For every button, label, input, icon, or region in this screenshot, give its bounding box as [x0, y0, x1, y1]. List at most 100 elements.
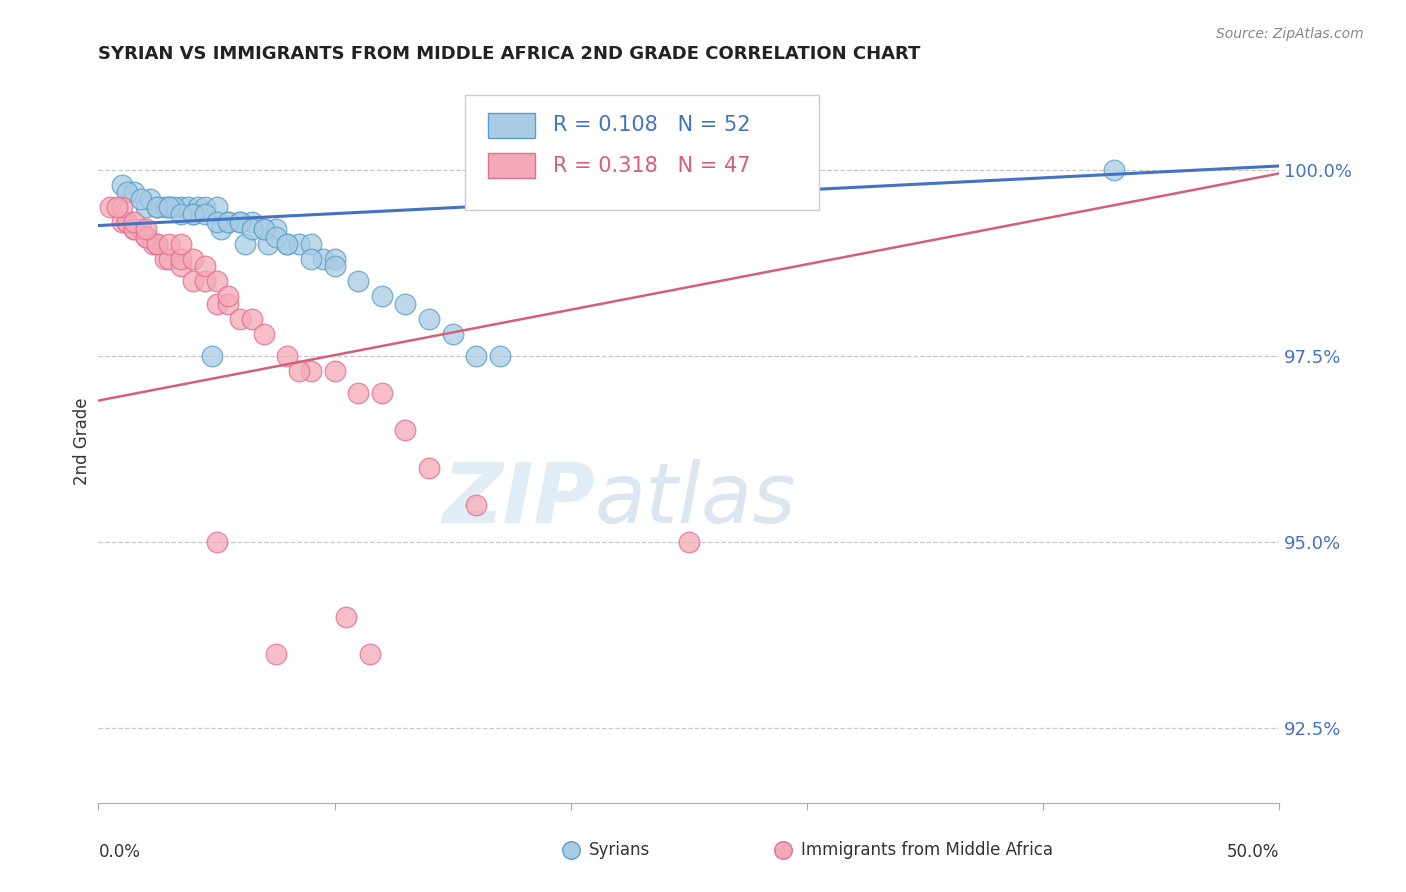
- Point: [157, 200, 180, 214]
- Text: 50.0%: 50.0%: [1227, 843, 1279, 861]
- Point: [111, 200, 134, 214]
- Point: [371, 386, 394, 401]
- Point: [205, 274, 228, 288]
- Point: [194, 260, 217, 274]
- Point: [465, 498, 488, 512]
- Point: [181, 207, 204, 221]
- Point: [111, 215, 134, 229]
- Point: [142, 237, 165, 252]
- Point: [347, 386, 370, 401]
- Point: [157, 237, 180, 252]
- Point: [187, 200, 209, 214]
- Point: [205, 535, 228, 549]
- Point: [135, 222, 157, 236]
- Point: [288, 364, 311, 378]
- Point: [139, 193, 162, 207]
- Y-axis label: 2nd Grade: 2nd Grade: [73, 398, 91, 485]
- Point: [257, 237, 280, 252]
- Point: [217, 215, 239, 229]
- Point: [170, 200, 193, 214]
- Point: [418, 311, 440, 326]
- Point: [264, 229, 287, 244]
- Point: [170, 207, 193, 221]
- Point: [264, 647, 287, 661]
- Text: Immigrants from Middle Africa: Immigrants from Middle Africa: [801, 841, 1053, 859]
- Point: [323, 252, 346, 266]
- Point: [194, 200, 217, 214]
- Point: [129, 222, 152, 236]
- Point: [163, 200, 186, 214]
- Point: [209, 222, 232, 236]
- Point: [146, 200, 169, 214]
- Point: [299, 237, 322, 252]
- Point: [157, 252, 180, 266]
- Point: [135, 229, 157, 244]
- Text: atlas: atlas: [595, 458, 796, 540]
- Point: [111, 178, 134, 192]
- Point: [146, 237, 169, 252]
- Point: [253, 222, 276, 236]
- Point: [177, 200, 200, 214]
- Point: [299, 364, 322, 378]
- Point: [181, 207, 204, 221]
- Point: [323, 364, 346, 378]
- Point: [229, 215, 252, 229]
- Point: [276, 349, 298, 363]
- Point: [115, 185, 138, 199]
- Point: [217, 215, 239, 229]
- Point: [441, 326, 464, 341]
- Point: [312, 252, 335, 266]
- Point: [135, 200, 157, 214]
- Point: [115, 215, 138, 229]
- Point: [170, 252, 193, 266]
- FancyBboxPatch shape: [464, 95, 818, 211]
- Point: [157, 200, 180, 214]
- Point: [122, 222, 145, 236]
- Point: [323, 260, 346, 274]
- Point: [299, 252, 322, 266]
- Point: [253, 326, 276, 341]
- Point: [170, 237, 193, 252]
- Point: [240, 311, 263, 326]
- Point: [233, 237, 256, 252]
- Bar: [488, 153, 536, 178]
- Point: [105, 200, 128, 214]
- Point: [205, 215, 228, 229]
- Point: [181, 274, 204, 288]
- Point: [489, 349, 512, 363]
- Point: [253, 222, 276, 236]
- Point: [359, 647, 381, 661]
- Point: [129, 193, 152, 207]
- Point: [201, 349, 224, 363]
- Text: SYRIAN VS IMMIGRANTS FROM MIDDLE AFRICA 2ND GRADE CORRELATION CHART: SYRIAN VS IMMIGRANTS FROM MIDDLE AFRICA …: [98, 45, 921, 63]
- Point: [229, 215, 252, 229]
- Text: R = 0.318   N = 47: R = 0.318 N = 47: [553, 155, 751, 176]
- Point: [205, 200, 228, 214]
- Point: [276, 237, 298, 252]
- Text: Syrians: Syrians: [589, 841, 650, 859]
- Point: [240, 222, 263, 236]
- Point: [146, 237, 169, 252]
- Point: [217, 297, 239, 311]
- Point: [194, 274, 217, 288]
- Point: [335, 609, 357, 624]
- Point: [276, 237, 298, 252]
- Text: R = 0.108   N = 52: R = 0.108 N = 52: [553, 115, 751, 135]
- Point: [115, 215, 138, 229]
- Point: [217, 289, 239, 303]
- Point: [135, 229, 157, 244]
- Point: [205, 297, 228, 311]
- Point: [240, 215, 263, 229]
- Point: [146, 200, 169, 214]
- Point: [678, 535, 700, 549]
- Point: [264, 222, 287, 236]
- Point: [194, 207, 217, 221]
- Point: [394, 297, 416, 311]
- Point: [394, 423, 416, 437]
- Point: [418, 460, 440, 475]
- Text: 0.0%: 0.0%: [98, 843, 141, 861]
- Point: [153, 200, 176, 214]
- Point: [153, 252, 176, 266]
- Point: [122, 185, 145, 199]
- Point: [122, 215, 145, 229]
